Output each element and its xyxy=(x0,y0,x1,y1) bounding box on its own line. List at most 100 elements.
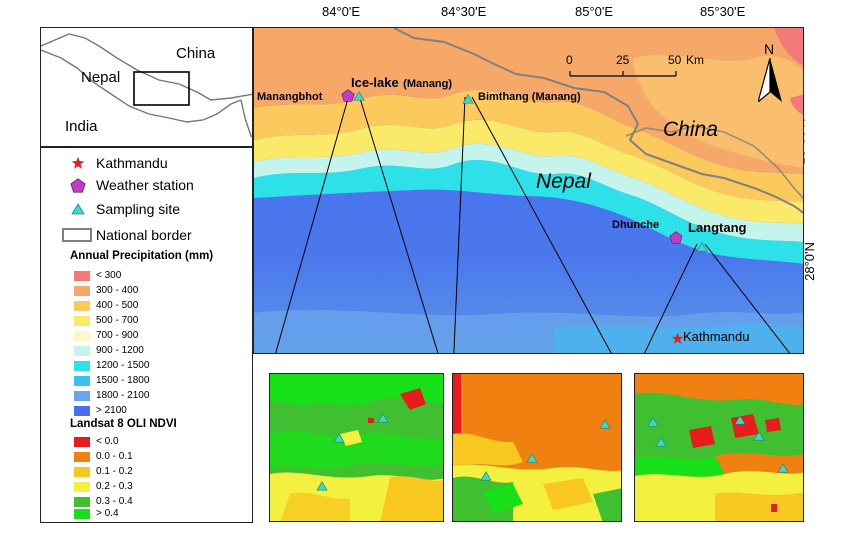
china-label: China xyxy=(663,118,718,141)
ice-lake-panel-site-2 xyxy=(377,410,389,428)
lon-tick-84-0: 84°0'E xyxy=(322,4,361,19)
ndvi-legend-title: Landsat 8 OLI NDVI xyxy=(70,418,177,430)
precip-label: 900 - 1200 xyxy=(96,345,144,356)
kathmandu-label: Kathmandu xyxy=(683,329,750,344)
precip-swatch xyxy=(74,300,90,311)
precipitation-map: Manangbhot Ice-lake (Manang) Bimthang (M… xyxy=(253,27,804,354)
ndvi-class-5: > 0.4 xyxy=(74,508,119,519)
precip-label: 400 - 500 xyxy=(96,300,139,311)
ndvi-swatch xyxy=(74,481,90,492)
lat-tick-28-0: 28°0'N xyxy=(801,242,817,281)
ndvi-class-2: 0.1 - 0.2 xyxy=(74,466,133,477)
precip-class-6: 1200 - 1500 xyxy=(74,360,149,371)
inset-study-area-rect xyxy=(133,71,190,106)
ndvi-label: 0.1 - 0.2 xyxy=(96,466,133,477)
ndvi-panel-bimthang xyxy=(452,373,622,522)
ndvi-class-4: 0.3 - 0.4 xyxy=(74,496,133,507)
scalebar-tick-50: 50 xyxy=(668,53,682,67)
north-arrow-icon xyxy=(756,57,782,107)
ice-lake-note: (Manang) xyxy=(403,78,453,90)
precip-swatch xyxy=(74,345,90,356)
ndvi-swatch xyxy=(74,466,90,477)
inset-border-lines xyxy=(41,33,252,138)
precip-label: 1800 - 2100 xyxy=(96,390,150,401)
ice-lake-sampling-site xyxy=(353,88,365,106)
precip-swatch xyxy=(74,390,90,401)
scalebar-unit: Km xyxy=(686,53,704,67)
bimthang-sampling-site xyxy=(462,91,474,109)
ndvi-swatch xyxy=(74,508,90,519)
rectangle-icon xyxy=(62,228,92,242)
ndvi-swatch xyxy=(74,451,90,462)
ndvi-label: < 0.0 xyxy=(96,436,119,447)
langtang-label: Langtang xyxy=(688,220,747,235)
nepal-label: Nepal xyxy=(536,170,591,193)
legend-sampling-site-label: Sampling site xyxy=(96,201,181,217)
precip-label: 1500 - 1800 xyxy=(96,375,150,386)
precip-label: 500 - 700 xyxy=(96,315,139,326)
precip-class-8: 1800 - 2100 xyxy=(74,390,149,401)
inset-china-label: China xyxy=(176,45,216,62)
lon-tick-84-30: 84°30'E xyxy=(441,4,487,19)
precip-class-7: 1500 - 1800 xyxy=(74,375,149,386)
precip-class-2: 400 - 500 xyxy=(74,300,138,311)
langtang-panel-site-4 xyxy=(753,428,765,446)
legend-weather-station: Weather station xyxy=(68,177,194,193)
ndvi-label: 0.2 - 0.3 xyxy=(96,481,133,492)
triangle-icon xyxy=(68,203,88,215)
bimthang-panel-site-3 xyxy=(480,468,492,486)
precip-class-1: 300 - 400 xyxy=(74,285,138,296)
bimthang-label: Bimthang (Manang) xyxy=(478,91,581,103)
lon-tick-85-0: 85°0'E xyxy=(575,4,614,19)
scalebar-tick-25: 25 xyxy=(616,53,630,67)
kathmandu-star xyxy=(671,332,684,350)
precip-label: 1200 - 1500 xyxy=(96,360,150,371)
ice-lake-name: Ice-lake xyxy=(351,75,399,90)
precip-class-9: > 2100 xyxy=(74,405,127,416)
pentagon-icon xyxy=(68,177,88,193)
precip-label: 700 - 900 xyxy=(96,330,139,341)
precip-label: 300 - 400 xyxy=(96,285,139,296)
legend-national-border: National border xyxy=(62,227,192,243)
inset-nepal-label: Nepal xyxy=(81,69,121,86)
manangbhot-weather-station xyxy=(341,89,355,107)
ice-lake-panel-site-1 xyxy=(333,430,345,448)
ndvi-swatch xyxy=(74,436,90,447)
ice-lake-panel-site-3 xyxy=(316,478,328,496)
scalebar-tick-0: 0 xyxy=(566,53,573,67)
precip-swatch xyxy=(74,360,90,371)
dhunche-weather-station xyxy=(669,231,683,249)
north-label: N xyxy=(764,41,775,57)
precip-class-5: 900 - 1200 xyxy=(74,345,144,356)
precip-swatch xyxy=(74,405,90,416)
langtang-panel-site-5 xyxy=(777,460,789,478)
bimthang-panel-site-2 xyxy=(526,450,538,468)
precip-swatch xyxy=(74,330,90,341)
legend-national-border-label: National border xyxy=(96,227,192,243)
langtang-panel-site-1 xyxy=(647,414,659,432)
precipitation-zones xyxy=(254,28,803,353)
ndvi-panel-ice-lake xyxy=(269,373,444,522)
precip-class-4: 700 - 900 xyxy=(74,330,138,341)
ndvi-label: 0.0 - 0.1 xyxy=(96,451,133,462)
bimthang-panel-site-1 xyxy=(599,416,611,434)
dhunche-label: Dhunche xyxy=(612,219,660,231)
ndvi-class-0: < 0.0 xyxy=(74,436,119,447)
langtang-sampling-site xyxy=(696,239,708,257)
ndvi-class-1: 0.0 - 0.1 xyxy=(74,451,133,462)
ndvi-label: > 0.4 xyxy=(96,508,119,519)
ndvi-swatch xyxy=(74,496,90,507)
ndvi-class-3: 0.2 - 0.3 xyxy=(74,481,133,492)
precip-class-0: < 300 xyxy=(74,270,121,281)
precip-swatch xyxy=(74,375,90,386)
precip-label: < 300 xyxy=(96,270,122,281)
precip-swatch xyxy=(74,285,90,296)
precip-label: > 2100 xyxy=(96,405,127,416)
precip-swatch xyxy=(74,315,90,326)
legend-weather-station-label: Weather station xyxy=(96,177,194,193)
ndvi-label: 0.3 - 0.4 xyxy=(96,496,133,507)
legend-sampling-site: Sampling site xyxy=(68,201,180,217)
precip-legend-title: Annual Precipitation (mm) xyxy=(70,250,214,262)
manangbhot-label: Manangbhot xyxy=(257,91,323,103)
ice-lake-label: Ice-lake (Manang) xyxy=(351,74,452,92)
